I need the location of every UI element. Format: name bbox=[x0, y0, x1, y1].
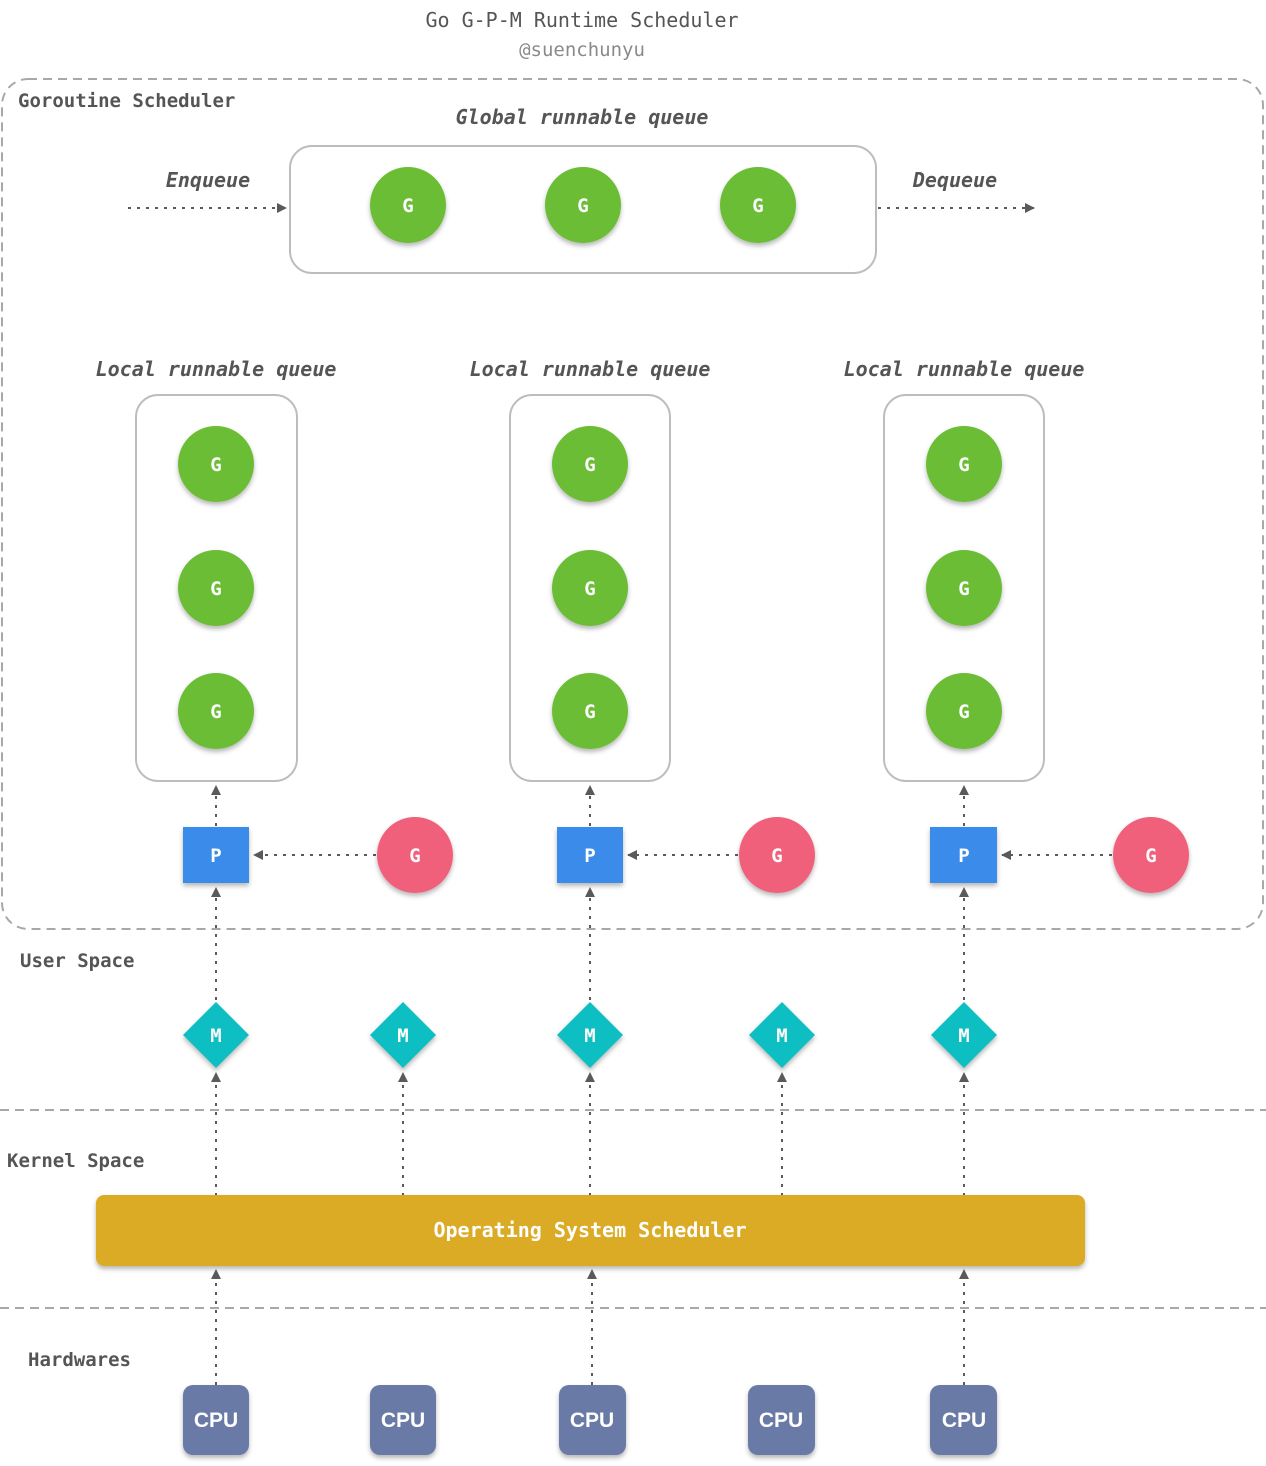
local-goroutine: G bbox=[178, 426, 254, 502]
os-scheduler-label: Operating System Scheduler bbox=[433, 1218, 746, 1242]
dequeue-label: Dequeue bbox=[912, 168, 997, 192]
processor-label: P bbox=[584, 845, 595, 867]
cpu-label: CPU bbox=[381, 1409, 425, 1432]
local-goroutine: G bbox=[926, 426, 1002, 502]
cpu-label: CPU bbox=[570, 1409, 614, 1432]
cpu: CPU bbox=[370, 1385, 436, 1455]
machine-label: M bbox=[584, 1025, 595, 1047]
local-goroutine: G bbox=[926, 550, 1002, 626]
local-goroutine: G bbox=[552, 673, 628, 749]
goroutine-scheduler-label: Goroutine Scheduler bbox=[18, 90, 235, 112]
global-goroutine: G bbox=[545, 167, 621, 243]
os-scheduler: Operating System Scheduler bbox=[96, 1195, 1085, 1266]
goroutine-scheduler-region bbox=[1, 78, 1264, 930]
cpu: CPU bbox=[930, 1385, 997, 1455]
goroutine-label: G bbox=[210, 701, 221, 723]
local-goroutine: G bbox=[552, 550, 628, 626]
goroutine-label: G bbox=[958, 454, 969, 476]
processor: P bbox=[930, 827, 997, 883]
goroutine-label: G bbox=[752, 195, 763, 217]
goroutine-label: G bbox=[210, 578, 221, 600]
machine-label: M bbox=[776, 1025, 787, 1047]
running-goroutine: G bbox=[377, 817, 453, 893]
local-goroutine: G bbox=[178, 673, 254, 749]
cpu-label: CPU bbox=[194, 1409, 238, 1432]
local-goroutine: G bbox=[552, 426, 628, 502]
kernel-space-label: Kernel Space bbox=[7, 1150, 144, 1172]
machine-label: M bbox=[397, 1025, 408, 1047]
local-goroutine: G bbox=[178, 550, 254, 626]
local-goroutine: G bbox=[926, 673, 1002, 749]
goroutine-label: G bbox=[1145, 845, 1156, 867]
global-goroutine: G bbox=[720, 167, 796, 243]
machine-label: M bbox=[210, 1025, 221, 1047]
machine-label: M bbox=[958, 1025, 969, 1047]
machine: M bbox=[749, 1002, 815, 1068]
running-goroutine: G bbox=[739, 817, 815, 893]
global-queue-title: Global runnable queue bbox=[456, 105, 709, 129]
cpu-label: CPU bbox=[759, 1409, 803, 1432]
goroutine-label: G bbox=[584, 454, 595, 476]
local-queue-title: Local runnable queue bbox=[470, 357, 711, 381]
goroutine-label: G bbox=[771, 845, 782, 867]
cpu-label: CPU bbox=[942, 1409, 986, 1432]
machine: M bbox=[370, 1002, 436, 1068]
local-queue-title: Local runnable queue bbox=[96, 357, 337, 381]
enqueue-label: Enqueue bbox=[166, 168, 250, 192]
goroutine-label: G bbox=[577, 195, 588, 217]
local-queue-title: Local runnable queue bbox=[844, 357, 1085, 381]
processor-label: P bbox=[210, 845, 221, 867]
processor: P bbox=[183, 827, 249, 883]
global-goroutine: G bbox=[370, 167, 446, 243]
goroutine-label: G bbox=[402, 195, 413, 217]
goroutine-label: G bbox=[958, 701, 969, 723]
machine: M bbox=[557, 1002, 623, 1068]
goroutine-label: G bbox=[409, 845, 420, 867]
processor-label: P bbox=[958, 845, 969, 867]
cpu: CPU bbox=[183, 1385, 249, 1455]
diagram-author: @suenchunyu bbox=[519, 39, 645, 61]
cpu: CPU bbox=[559, 1385, 626, 1455]
user-space-label: User Space bbox=[20, 950, 134, 972]
cpu: CPU bbox=[748, 1385, 815, 1455]
goroutine-label: G bbox=[210, 454, 221, 476]
machine: M bbox=[931, 1002, 997, 1068]
processor: P bbox=[557, 827, 623, 883]
goroutine-label: G bbox=[584, 578, 595, 600]
goroutine-label: G bbox=[958, 578, 969, 600]
hardware-label: Hardwares bbox=[28, 1349, 131, 1371]
running-goroutine: G bbox=[1113, 817, 1189, 893]
diagram-title: Go G-P-M Runtime Scheduler bbox=[425, 8, 738, 32]
machine: M bbox=[183, 1002, 249, 1068]
goroutine-label: G bbox=[584, 701, 595, 723]
